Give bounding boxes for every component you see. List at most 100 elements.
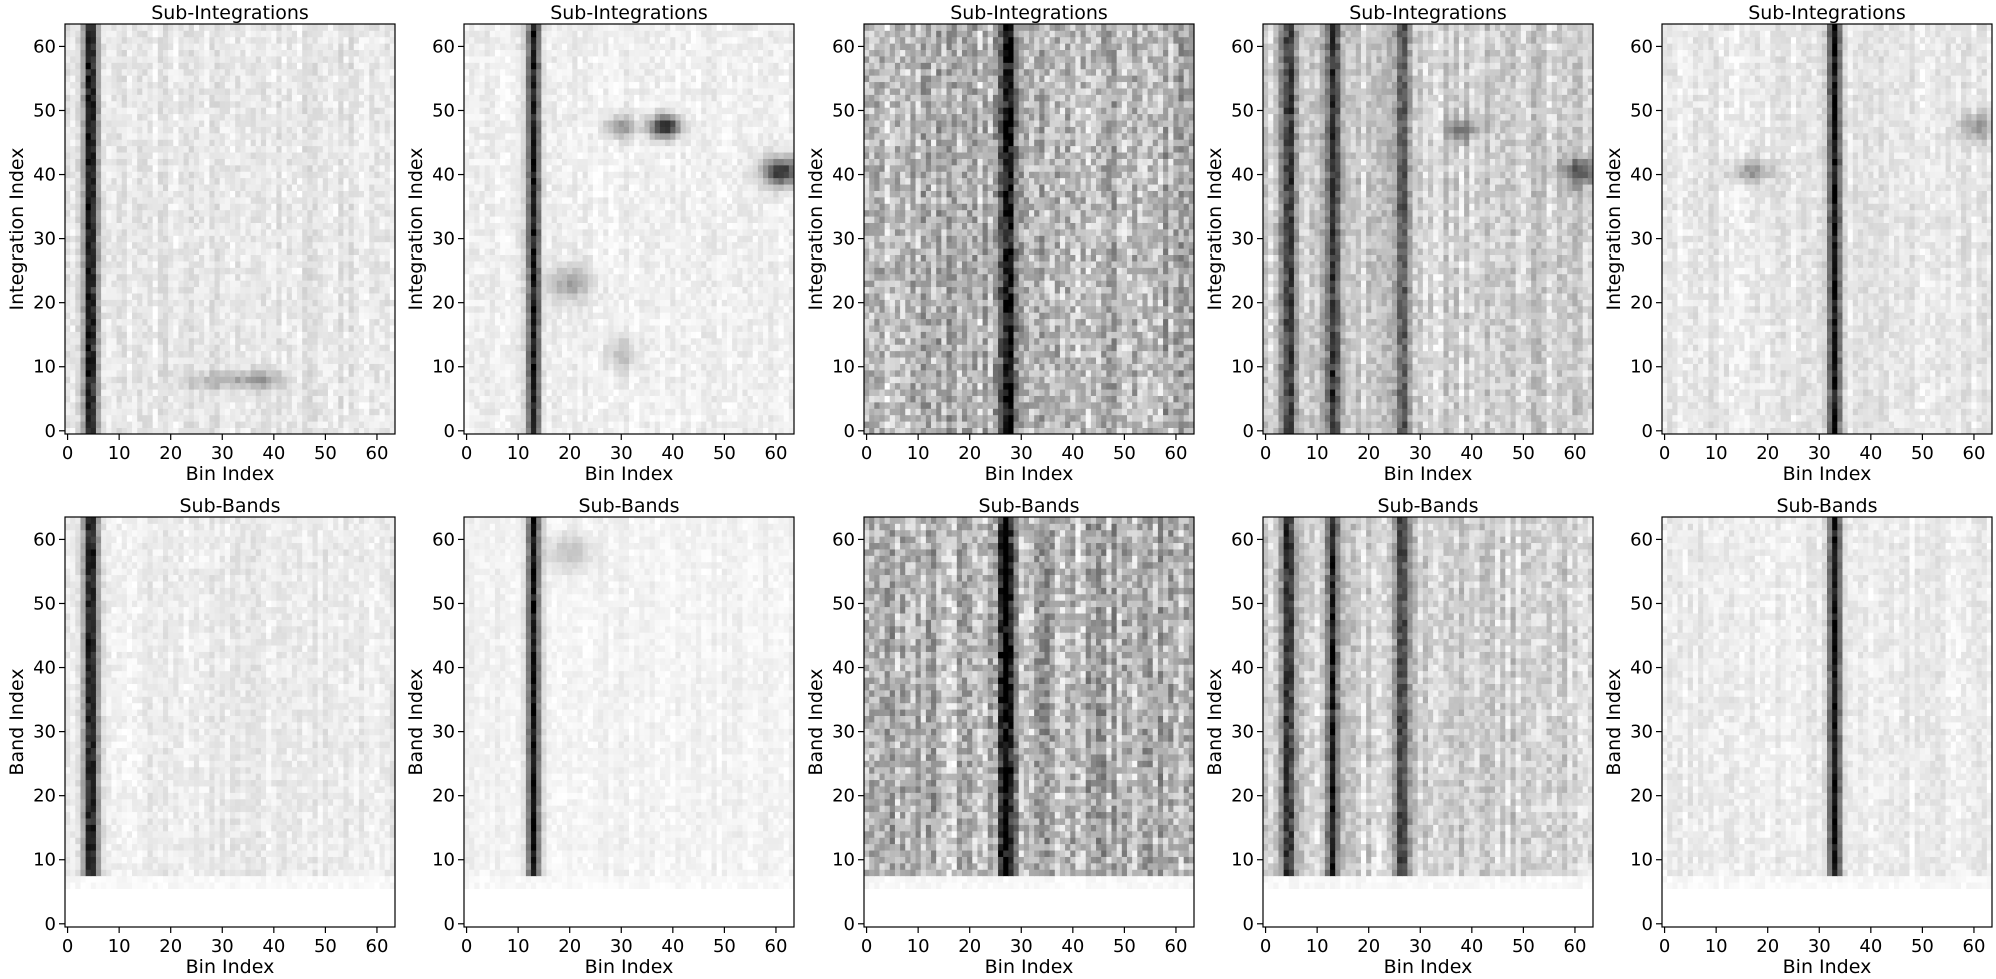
heatmap-cell: [348, 75, 355, 83]
heatmap-cell: [199, 241, 205, 249]
heatmap-cell: [142, 43, 148, 51]
heatmap-cell: [90, 177, 97, 185]
heatmap-cell: [224, 344, 231, 352]
heatmap-cell: [230, 337, 236, 345]
heatmap-cell: [121, 158, 128, 166]
heatmap-cell: [327, 325, 334, 332]
heatmap-cell: [147, 56, 154, 63]
heatmap-cell: [199, 203, 205, 211]
heatmap-cell: [121, 427, 128, 435]
heatmap-cell: [101, 261, 107, 268]
heatmap-cell: [214, 305, 221, 313]
heatmap-cell: [312, 209, 319, 217]
heatmap-cell: [327, 120, 334, 127]
heatmap-cell: [152, 158, 159, 166]
heatmap-cell: [106, 196, 112, 204]
heatmap-cell: [250, 305, 257, 313]
heatmap-cell: [281, 209, 288, 217]
heatmap-cell: [178, 357, 184, 364]
heatmap-cell: [317, 229, 324, 236]
heatmap-cell: [634, 408, 640, 416]
heatmap-cell: [65, 75, 71, 83]
heatmap-cell: [716, 395, 723, 403]
heatmap-cell: [65, 318, 71, 326]
heatmap-cell: [173, 299, 179, 307]
heatmap-cell: [281, 229, 288, 236]
heatmap-cell: [209, 229, 215, 236]
heatmap-cell: [358, 62, 365, 70]
heatmap-cell: [137, 273, 143, 281]
heatmap-cell: [379, 49, 386, 57]
heatmap-cell: [255, 100, 262, 108]
heatmap-cell: [178, 49, 184, 57]
heatmap-cell: [379, 164, 386, 172]
heatmap-cell: [343, 408, 349, 416]
heatmap-cell: [374, 376, 380, 384]
heatmap-cell: [266, 421, 272, 428]
heatmap-cell: [111, 273, 117, 281]
heatmap-cell: [214, 107, 221, 115]
heatmap-cell: [369, 241, 375, 249]
heatmap-cell: [742, 350, 748, 358]
heatmap-cell: [157, 158, 164, 166]
heatmap-cell: [333, 331, 339, 339]
heatmap-cell: [364, 325, 370, 332]
heatmap-cell: [152, 357, 159, 364]
heatmap-cell: [137, 209, 143, 217]
heatmap-cell: [322, 414, 329, 422]
heatmap-cell: [312, 273, 319, 281]
heatmap-cell: [338, 344, 344, 352]
heatmap-cell: [260, 56, 267, 63]
heatmap-cell: [70, 177, 76, 185]
heatmap-cell: [245, 344, 252, 352]
heatmap-cell: [188, 241, 195, 249]
heatmap-cell: [90, 222, 97, 230]
heatmap-cell: [384, 363, 391, 371]
heatmap-cell: [255, 113, 262, 121]
heatmap-cell: [389, 81, 396, 89]
heatmap-cell: [132, 241, 138, 249]
heatmap-cell: [317, 350, 324, 358]
heatmap-cell: [369, 56, 375, 63]
y-tick-label: 60: [33, 36, 56, 57]
heatmap-cell: [469, 408, 475, 416]
heatmap-cell: [525, 414, 532, 422]
heatmap-cell: [75, 56, 81, 63]
heatmap-cell: [348, 24, 355, 31]
heatmap-cell: [137, 81, 143, 89]
heatmap-cell: [111, 312, 117, 320]
heatmap-cell: [505, 414, 511, 422]
heatmap-cell: [338, 43, 344, 51]
heatmap-cell: [90, 164, 97, 172]
heatmap-cell: [603, 395, 609, 403]
heatmap-cell: [255, 350, 262, 358]
heatmap-cell: [199, 382, 205, 390]
heatmap-cell: [312, 414, 319, 422]
heatmap-cell: [358, 222, 365, 230]
heatmap-cell: [654, 414, 661, 422]
heatmap-cell: [515, 414, 522, 422]
heatmap-cell: [276, 312, 282, 320]
heatmap-cell: [235, 299, 241, 307]
heatmap-cell: [348, 184, 355, 191]
heatmap-cell: [286, 24, 293, 31]
heatmap-cell: [230, 36, 236, 44]
heatmap-cell: [333, 100, 339, 108]
heatmap-cell: [137, 196, 143, 204]
heatmap-cell: [250, 190, 257, 198]
heatmap-cell: [111, 120, 117, 127]
heatmap-cell: [142, 132, 148, 140]
heatmap-cell: [121, 299, 128, 307]
heatmap-cell: [183, 209, 190, 217]
heatmap-cell: [276, 305, 282, 313]
heatmap-cell: [333, 190, 339, 198]
heatmap-cell: [338, 427, 344, 435]
heatmap-cell: [152, 337, 159, 345]
heatmap-cell: [240, 88, 246, 95]
heatmap-cell: [338, 337, 344, 345]
heatmap-cell: [567, 389, 573, 396]
heatmap-cell: [302, 254, 308, 262]
heatmap-cell: [696, 389, 702, 396]
heatmap-cell: [317, 305, 324, 313]
heatmap-cell: [240, 427, 246, 435]
